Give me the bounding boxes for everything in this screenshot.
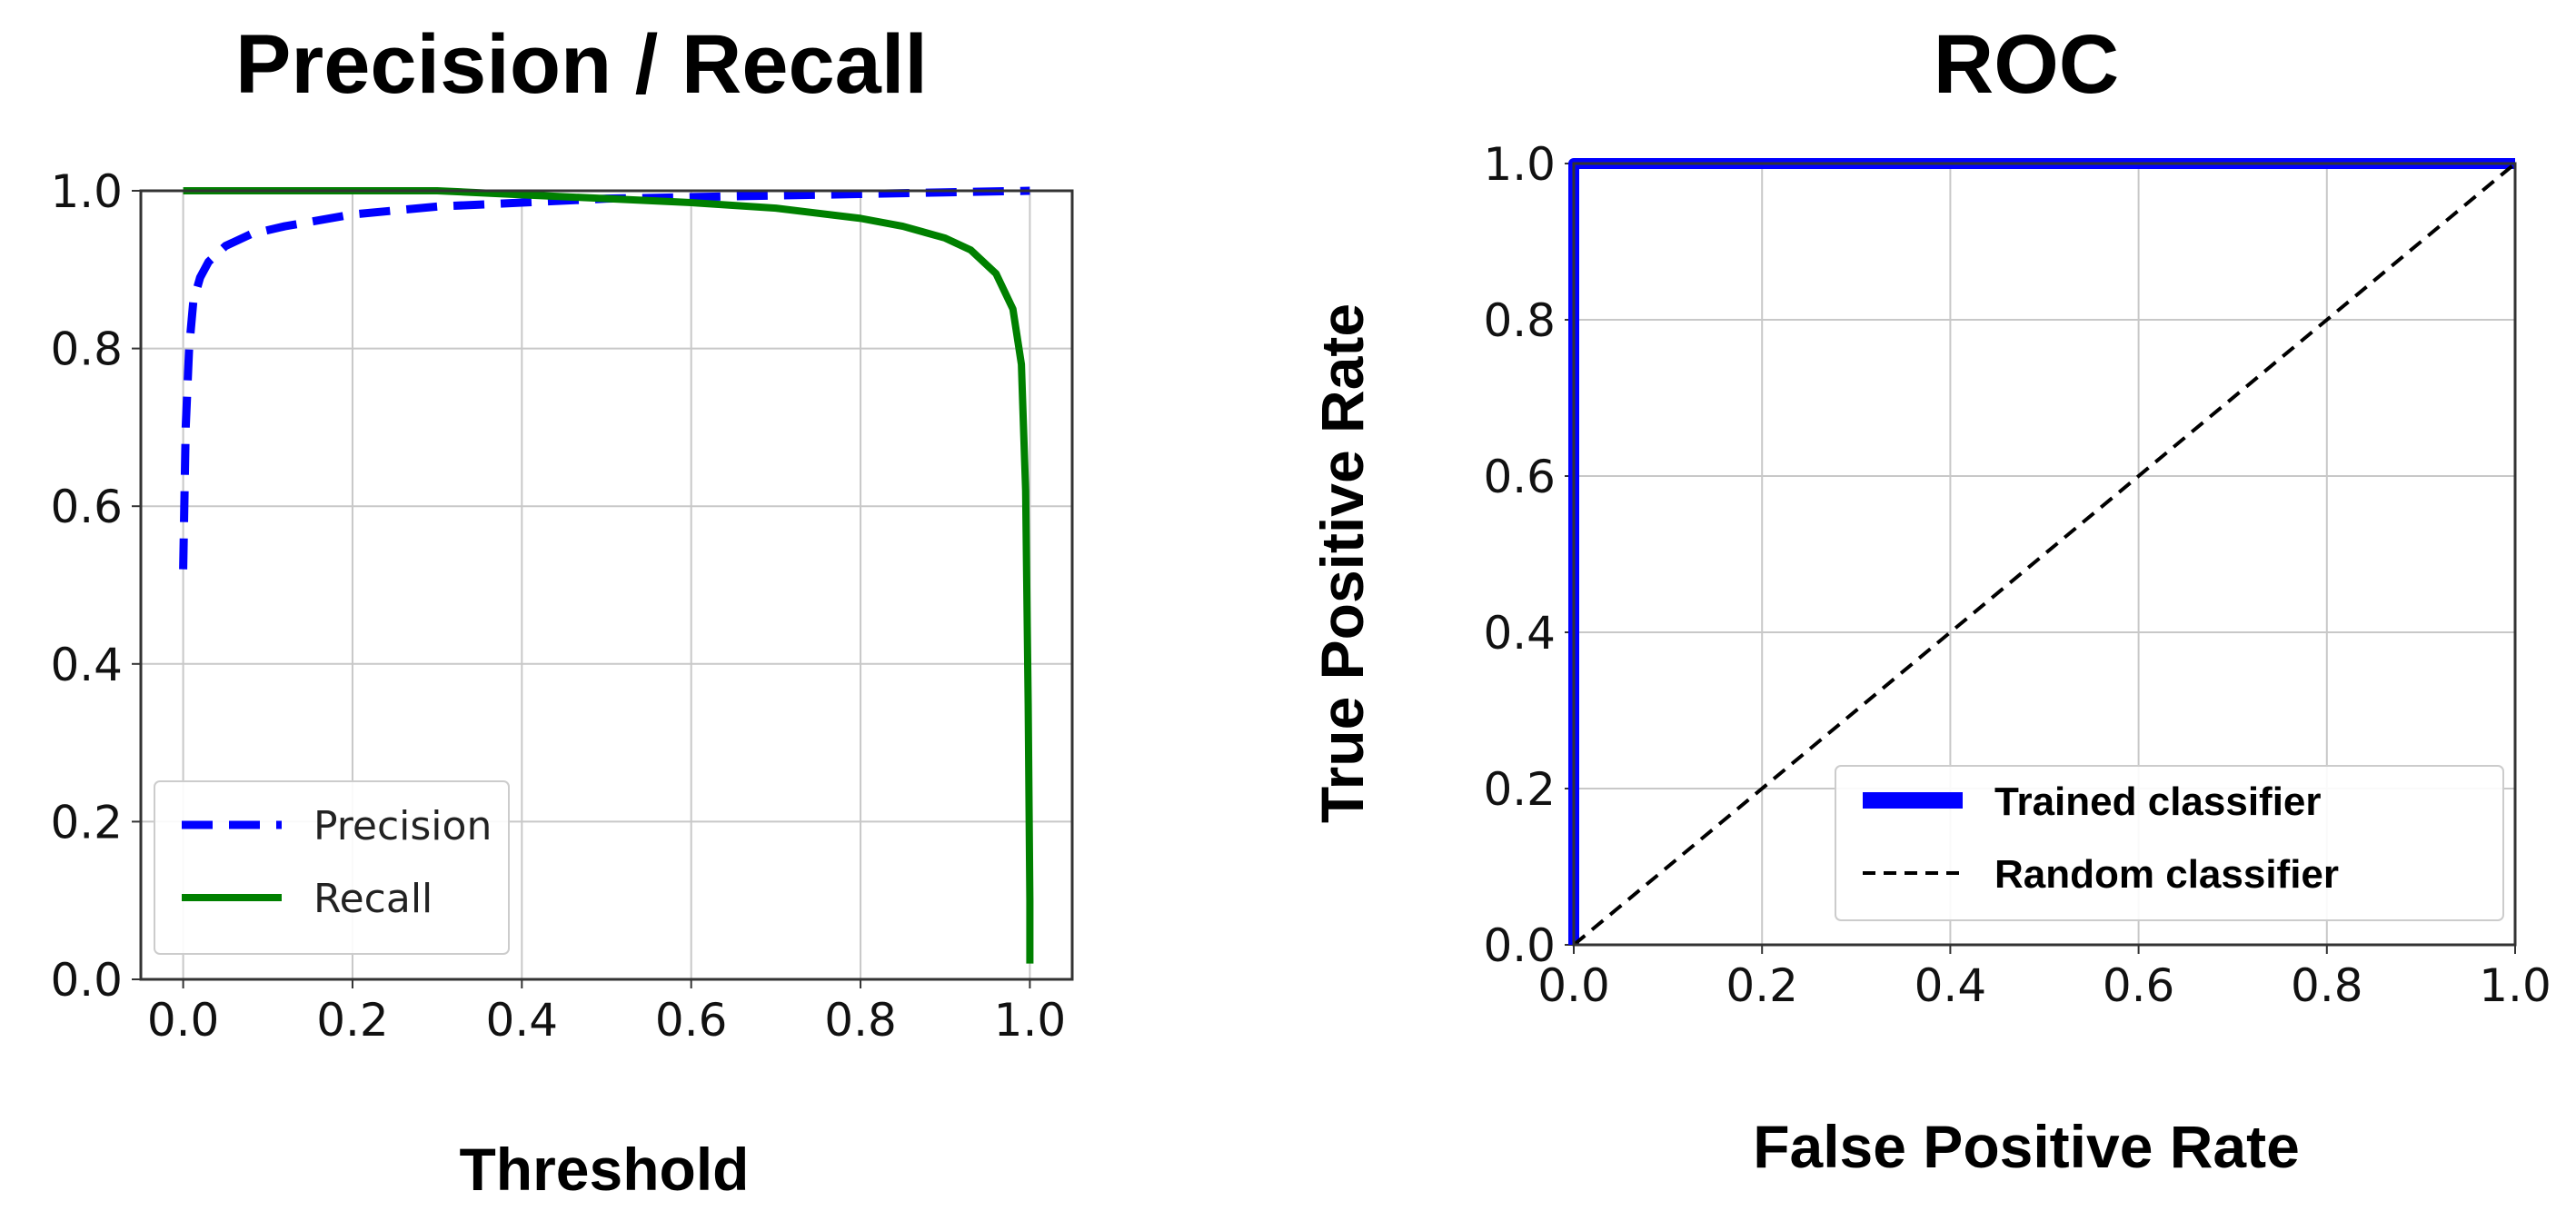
x-tick-label: 0.2	[1726, 959, 1798, 1012]
x-axis-label: Threshold	[459, 1136, 749, 1203]
x-tick-label: 0.4	[486, 994, 559, 1047]
precision-recall-chart: Precision / Recall Threshold 0.0 0.2 0.4 0.…	[50, 18, 1074, 1203]
legend: Precision Recall	[154, 780, 510, 955]
legend-label: Recall	[313, 876, 433, 922]
y-tick-label: 0.6	[50, 481, 123, 533]
y-tick-label: 0.6	[1483, 451, 1556, 503]
legend-box	[1835, 765, 2504, 921]
legend-label: Precision	[313, 803, 492, 849]
legend: Trained classifier Random classifier	[1835, 765, 2504, 921]
y-tick-label: 1.0	[50, 165, 123, 218]
x-tick-label: 0.8	[824, 994, 897, 1047]
y-tick-label: 0.4	[50, 639, 123, 691]
x-tick-label: 0.4	[1915, 959, 1987, 1012]
x-tick-label: 1.0	[994, 994, 1067, 1047]
plot-frame	[1572, 162, 2517, 947]
x-tick-label: 1.0	[2479, 959, 2551, 1012]
x-axis-label: False Positive Rate	[1753, 1113, 2300, 1180]
y-tick-label: 0.8	[50, 323, 123, 376]
x-tick-label: 0.0	[147, 994, 220, 1047]
y-axis-label: True Positive Rate	[1308, 303, 1376, 823]
x-tick-label: 0.2	[316, 994, 389, 1047]
plot-area: 0.0 0.2 0.4 0.6 0.8 1.0 0.0 0.2 0.4 0.6 0.8 1.0 Trai…	[1483, 138, 2551, 1012]
y-tick-label: 0.8	[1483, 294, 1556, 347]
x-tick-label: 0.6	[655, 994, 728, 1047]
y-tick-label: 0.0	[1483, 919, 1556, 972]
series-line-precision	[179, 186, 1030, 570]
x-tick-label: 0.8	[2291, 959, 2363, 1012]
roc-chart: ROC False Positive Rate True Positive Ra…	[1308, 18, 2551, 1180]
legend-label: Random classifier	[1994, 852, 2339, 897]
y-tick-label: 0.0	[50, 954, 123, 1007]
y-tick-label: 1.0	[1483, 138, 1556, 191]
x-tick-label: 0.0	[1537, 959, 1610, 1012]
plot-area: 0.0 0.2 0.4 0.6 0.8 1.0 0.0 0.2 0.4 0.6 0.8 1.0 Prec…	[50, 165, 1074, 1047]
y-tick-label: 0.2	[50, 796, 123, 849]
series-line-random-classifier	[1572, 162, 2517, 947]
y-tick-label: 0.2	[1483, 763, 1556, 816]
x-tick-label: 0.6	[2103, 959, 2175, 1012]
y-tick-label: 0.4	[1483, 607, 1556, 660]
legend-label: Trained classifier	[1994, 779, 2322, 824]
chart-title: ROC	[1934, 18, 2119, 111]
chart-title: Precision / Recall	[235, 18, 928, 111]
plot-frame	[139, 189, 1074, 981]
